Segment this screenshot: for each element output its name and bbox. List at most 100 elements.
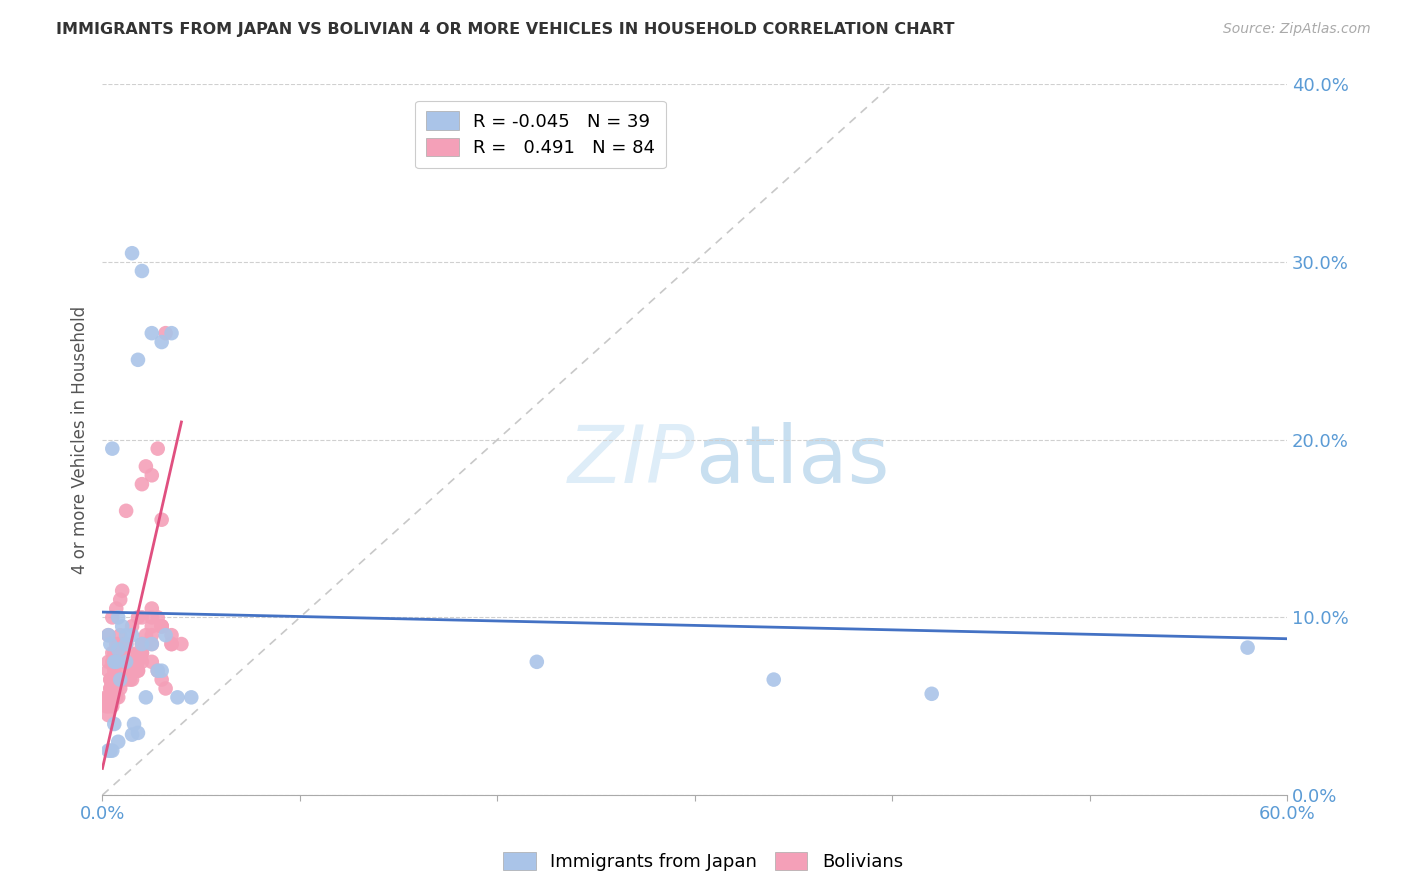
Point	[150, 334, 173, 349]
Point	[160, 326, 183, 340]
Point	[122, 717, 145, 731]
Point	[107, 610, 129, 624]
Text: IMMIGRANTS FROM JAPAN VS BOLIVIAN 4 OR MORE VEHICLES IN HOUSEHOLD CORRELATION CH: IMMIGRANTS FROM JAPAN VS BOLIVIAN 4 OR M…	[56, 22, 955, 37]
Point	[105, 601, 128, 615]
Point	[160, 628, 183, 642]
Point	[107, 735, 129, 749]
Point	[115, 628, 138, 642]
Point	[120, 646, 142, 660]
Point	[131, 646, 153, 660]
Point	[115, 637, 138, 651]
Point	[135, 690, 157, 705]
Point	[141, 601, 163, 615]
Point	[96, 699, 118, 714]
Point	[121, 664, 143, 678]
Point	[131, 637, 153, 651]
Point	[127, 664, 149, 678]
Point	[122, 664, 145, 678]
Point	[103, 717, 125, 731]
Point	[98, 744, 121, 758]
Point	[762, 673, 785, 687]
Point	[97, 744, 120, 758]
Point	[97, 628, 120, 642]
Point	[131, 477, 153, 491]
Point	[101, 646, 124, 660]
Point	[921, 687, 943, 701]
Point	[105, 637, 128, 651]
Point	[111, 655, 134, 669]
Point	[103, 673, 125, 687]
Point	[135, 628, 157, 642]
Point	[96, 690, 118, 705]
Point	[98, 681, 121, 696]
Point	[108, 673, 131, 687]
Point	[111, 583, 134, 598]
Point	[150, 513, 173, 527]
Point	[155, 326, 177, 340]
Point	[160, 637, 183, 651]
Point	[108, 673, 131, 687]
Point	[107, 690, 129, 705]
Legend: Immigrants from Japan, Bolivians: Immigrants from Japan, Bolivians	[496, 845, 910, 879]
Point	[101, 744, 124, 758]
Point	[97, 664, 120, 678]
Point	[1236, 640, 1258, 655]
Point	[108, 681, 131, 696]
Point	[141, 637, 163, 651]
Text: Source: ZipAtlas.com: Source: ZipAtlas.com	[1223, 22, 1371, 37]
Point	[127, 646, 149, 660]
Point	[101, 690, 124, 705]
Point	[98, 637, 121, 651]
Point	[103, 664, 125, 678]
Point	[135, 637, 157, 651]
Text: atlas: atlas	[695, 422, 889, 500]
Point	[135, 459, 157, 474]
Point	[141, 468, 163, 483]
Point	[121, 728, 143, 742]
Point	[141, 655, 163, 669]
Point	[131, 646, 153, 660]
Point	[97, 655, 120, 669]
Point	[105, 681, 128, 696]
Point	[146, 664, 169, 678]
Point	[127, 664, 149, 678]
Point	[150, 619, 173, 633]
Point	[121, 246, 143, 260]
Point	[108, 592, 131, 607]
Point	[122, 655, 145, 669]
Point	[121, 628, 143, 642]
Point	[108, 628, 131, 642]
Point	[103, 655, 125, 669]
Point	[127, 352, 149, 367]
Point	[115, 655, 138, 669]
Point	[131, 610, 153, 624]
Point	[111, 646, 134, 660]
Point	[97, 708, 120, 723]
Point	[127, 610, 149, 624]
Point	[115, 637, 138, 651]
Point	[141, 619, 163, 633]
Point	[107, 637, 129, 651]
Point	[120, 673, 142, 687]
Point	[170, 637, 193, 651]
Point	[105, 655, 128, 669]
Point	[150, 619, 173, 633]
Point	[155, 628, 177, 642]
Point	[155, 681, 177, 696]
Point	[131, 264, 153, 278]
Point	[101, 610, 124, 624]
Point	[526, 655, 548, 669]
Point	[141, 628, 163, 642]
Point	[146, 664, 169, 678]
Point	[121, 619, 143, 633]
Point	[141, 610, 163, 624]
Point	[115, 673, 138, 687]
Point	[101, 655, 124, 669]
Point	[101, 699, 124, 714]
Point	[166, 690, 188, 705]
Point	[160, 637, 183, 651]
Point	[98, 681, 121, 696]
Point	[107, 642, 129, 657]
Point	[111, 619, 134, 633]
Point	[105, 690, 128, 705]
